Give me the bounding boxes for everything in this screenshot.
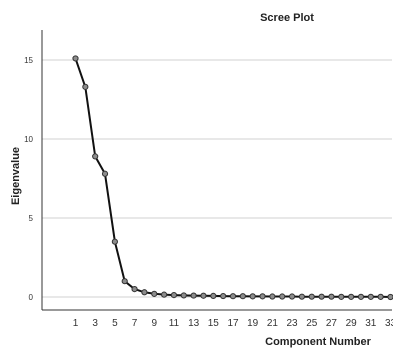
data-point [318, 293, 325, 300]
x-axis-label: Component Number [265, 336, 371, 348]
data-point [279, 293, 286, 300]
data-point [229, 293, 237, 300]
y-axis-label: Eigenvalue [10, 147, 22, 205]
eigenvalue-series [72, 55, 393, 301]
y-tick-label: 10 [24, 135, 33, 144]
data-point [367, 293, 374, 300]
data-point [111, 238, 118, 245]
data-point [101, 170, 109, 177]
data-point [170, 292, 178, 299]
x-tick-label: 33 [385, 318, 393, 329]
x-tick-label: 13 [188, 318, 200, 329]
data-point [72, 55, 79, 62]
x-tick-label: 29 [346, 318, 358, 329]
data-point [239, 293, 246, 300]
y-tick-label: 0 [29, 293, 34, 302]
data-point [308, 293, 315, 300]
x-tick-label: 31 [365, 318, 377, 329]
data-point [220, 292, 227, 300]
data-point [200, 292, 207, 299]
x-tick-label: 21 [267, 318, 279, 329]
data-point [141, 289, 148, 296]
data-point [180, 292, 187, 299]
data-point [387, 293, 393, 301]
data-point [151, 290, 158, 297]
data-point [338, 293, 345, 300]
y-tick-label: 5 [29, 214, 34, 223]
data-point [269, 293, 276, 300]
x-tick-label: 1 [73, 318, 79, 329]
data-point [131, 286, 138, 293]
x-tick-label: 15 [208, 318, 220, 329]
x-tick-label: 11 [169, 318, 180, 329]
data-point [121, 278, 128, 285]
gridlines [42, 59, 392, 298]
x-tick-label: 9 [151, 318, 157, 329]
data-point [249, 293, 256, 300]
x-tick-label: 7 [132, 318, 138, 329]
data-point [298, 293, 306, 300]
data-point [288, 293, 296, 300]
axes [41, 30, 392, 311]
y-tick-label: 15 [24, 56, 33, 65]
x-tick-label: 3 [92, 318, 98, 329]
data-point [377, 293, 384, 300]
data-point [82, 83, 89, 90]
data-point [328, 293, 335, 300]
x-tick-label: 19 [247, 318, 259, 329]
data-point [357, 293, 365, 300]
x-tick-label: 23 [287, 318, 299, 329]
data-point [259, 293, 266, 300]
chart-title: Scree Plot [260, 12, 314, 24]
x-tick-label: 5 [112, 318, 118, 329]
data-point [348, 293, 355, 300]
x-tick-label: 27 [326, 318, 338, 329]
y-tick-labels: 0 5 10 15 [24, 56, 33, 302]
data-point [160, 291, 168, 298]
data-point [190, 292, 197, 299]
x-tick-labels: 13579111315171921232527293133 [73, 318, 393, 329]
data-point [92, 153, 99, 160]
series-line [74, 58, 391, 298]
data-point [210, 292, 217, 299]
x-tick-label: 25 [306, 318, 318, 329]
x-tick-label: 17 [227, 318, 239, 329]
